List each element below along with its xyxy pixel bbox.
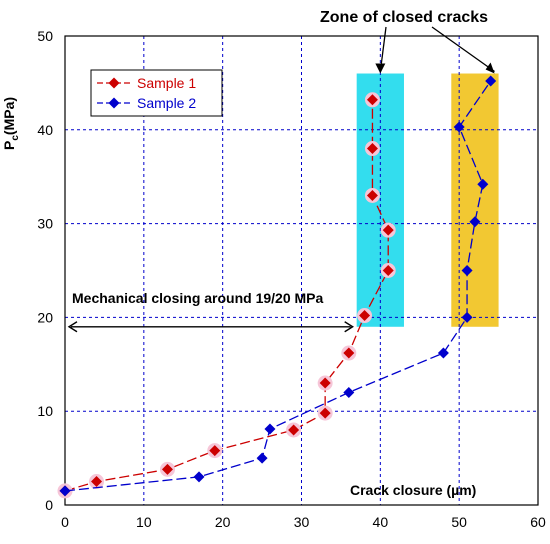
series-1-point <box>161 463 173 475</box>
closing-arrowhead-left <box>67 321 78 333</box>
series-2-point <box>461 311 473 323</box>
series-2-point <box>343 386 355 398</box>
series-1-point <box>382 224 394 236</box>
closing-arrowhead-right <box>344 321 355 333</box>
closing-label: Mechanical closing around 19/20 MPa <box>72 290 324 306</box>
series-1-point <box>319 377 331 389</box>
series-2-point <box>437 347 449 359</box>
series-1-point <box>366 94 378 106</box>
series-layer <box>57 75 497 499</box>
x-tick-label: 0 <box>61 514 69 530</box>
zone-label: Zone of closed cracks <box>320 9 488 26</box>
y-axis-label-sub: c <box>10 135 21 141</box>
x-tick-label: 20 <box>215 514 231 530</box>
y-axis-label-unit: (MPa) <box>1 97 17 135</box>
y-tick-label: 50 <box>37 28 53 44</box>
legend-label: Sample 2 <box>137 95 196 111</box>
annotations-layer: Zone of closed cracks Mechanical closing… <box>1 9 495 498</box>
y-axis-label-main: P <box>1 141 17 150</box>
series-2-point <box>264 423 276 435</box>
series-1-point <box>359 310 371 322</box>
x-tick-label: 10 <box>136 514 152 530</box>
x-tick-label: 60 <box>530 514 546 530</box>
legend-marker <box>108 77 120 89</box>
y-tick-label: 0 <box>45 497 53 513</box>
plot-frame <box>64 35 539 506</box>
series-2-point <box>59 485 71 497</box>
series-1-point <box>366 189 378 201</box>
legend-box <box>90 69 223 117</box>
y-tick-label: 10 <box>37 403 53 419</box>
zone-arrowhead-left <box>375 63 386 74</box>
x-tick-label: 50 <box>451 514 467 530</box>
series-2-point <box>461 265 473 276</box>
series-1-point <box>288 424 300 436</box>
series-1-point <box>343 347 355 359</box>
series-1-point <box>382 265 394 276</box>
y-axis-label: Pc(MPa) <box>1 97 21 150</box>
x-tick-label: 40 <box>373 514 389 530</box>
series-2-point <box>477 178 489 190</box>
series-1-point <box>319 407 331 419</box>
series-1-point <box>209 445 221 457</box>
zone-arrow-right <box>431 26 495 73</box>
legend-label: Sample 1 <box>137 75 196 91</box>
series-2-point <box>256 452 268 464</box>
legend-marker <box>108 97 120 109</box>
legend: Sample 1 Sample 2 <box>90 69 223 117</box>
x-axis-label: Crack closure (µm) <box>350 482 476 498</box>
x-tick-label: 30 <box>294 514 310 530</box>
tick-labels: 0 10 20 30 40 50 60 0 10 20 30 40 50 <box>37 28 546 530</box>
y-tick-label: 40 <box>37 122 53 138</box>
series-1-point <box>91 476 103 488</box>
zone-arrowhead-right <box>485 62 495 74</box>
series-2-point <box>485 75 497 87</box>
closed-crack-zone-2 <box>451 73 499 327</box>
series-2-point <box>193 471 205 483</box>
series-2-point <box>453 121 465 133</box>
series-line-2 <box>64 80 492 492</box>
series-1-point <box>366 143 378 155</box>
y-tick-label: 20 <box>37 309 53 325</box>
y-tick-label: 30 <box>37 216 53 232</box>
series-2-point <box>469 216 481 228</box>
